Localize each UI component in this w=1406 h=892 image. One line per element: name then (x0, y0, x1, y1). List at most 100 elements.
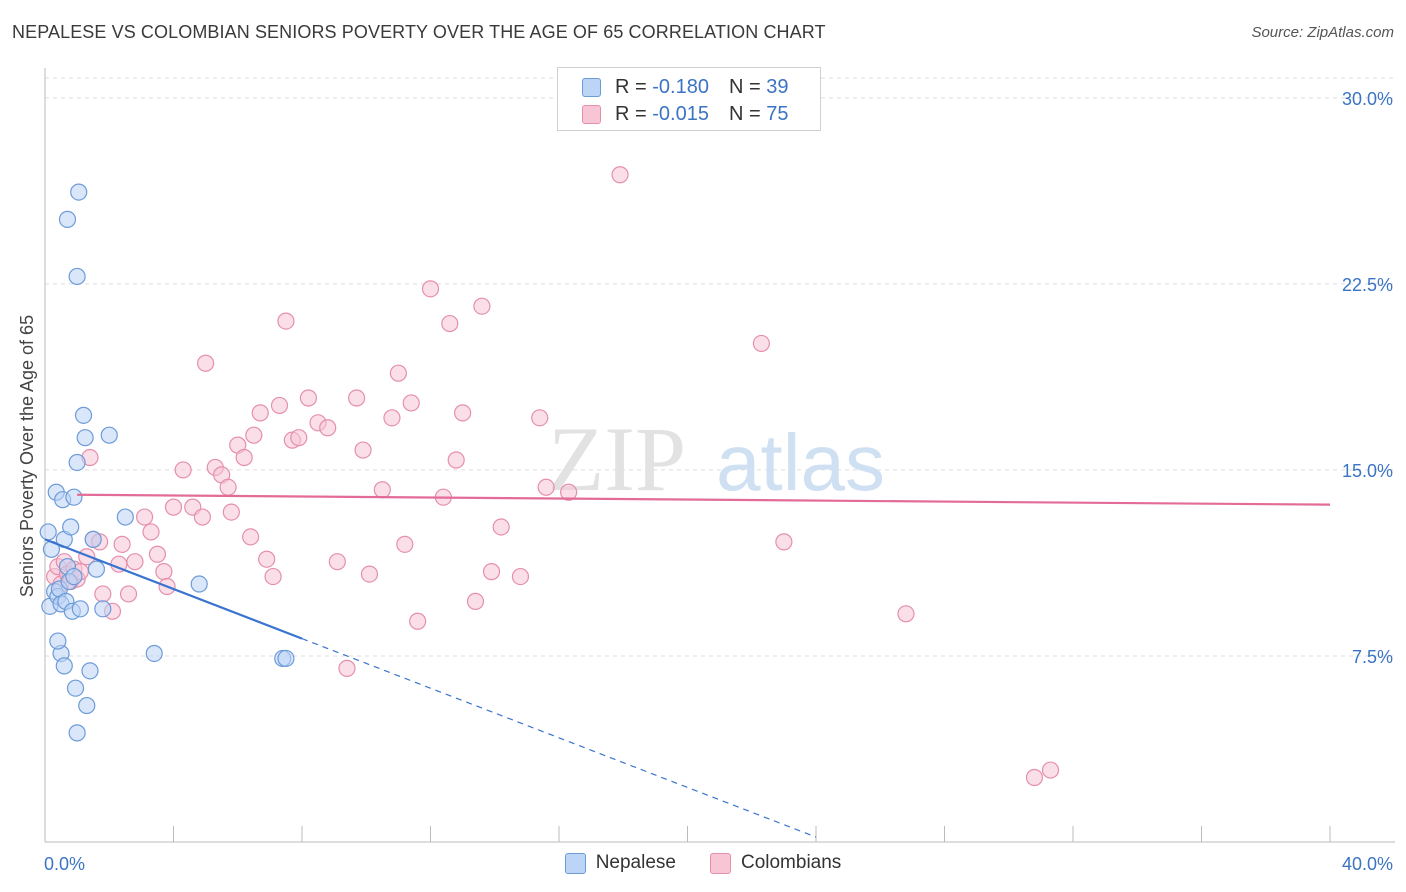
nepalese-point (81, 662, 99, 680)
nepalese-point (87, 560, 106, 578)
bottom-legend: Nepalese Colombians (0, 852, 1406, 874)
nepalese-point (71, 600, 89, 618)
colombians-point (492, 518, 510, 536)
y-tick-label: 15.0% (1342, 461, 1393, 481)
legend-box: R = -0.180 N = 39 R = -0.015 N = 75 (557, 67, 821, 131)
colombians-point (360, 565, 379, 583)
colombians-point (319, 419, 337, 437)
colombians-point (1041, 761, 1060, 779)
colombians-point (193, 508, 212, 526)
bottom-legend-swatch-nepalese (564, 852, 586, 874)
colombians-point (482, 563, 501, 581)
colombians-point (258, 550, 276, 568)
nepalese-trend-extension (301, 638, 817, 838)
colombians-point (277, 312, 295, 330)
nepalese-point (58, 210, 77, 228)
legend-n-value-nepalese: 39 (766, 75, 789, 98)
colombians-point (409, 612, 427, 630)
colombians-point (473, 297, 491, 315)
nepalese-point (145, 644, 163, 663)
watermark-atlas: atlas (716, 418, 885, 507)
nepalese-point (277, 649, 295, 668)
bottom-legend-label-colombians: Colombians (740, 852, 842, 873)
nepalese-point (100, 426, 118, 444)
nepalese-point (49, 632, 67, 650)
colombians-point (251, 404, 269, 422)
colombians-point (466, 592, 485, 610)
y-tick-label: 22.5% (1342, 275, 1393, 295)
colombians-trend-line (77, 493, 1331, 506)
legend-swatch-nepalese (582, 77, 601, 97)
nepalese-trend-line (44, 538, 303, 640)
legend-r-value-colombians: -0.015 (652, 102, 709, 125)
legend-n-value-colombians: 75 (766, 102, 789, 125)
colombians-point (148, 545, 167, 563)
colombians-point (396, 535, 414, 553)
legend-row-nepalese: R = -0.180 N = 39 (582, 74, 788, 100)
colombians-point (174, 461, 192, 479)
legend-n-label: N = (728, 102, 761, 125)
colombians-point (126, 553, 144, 571)
watermark: ZIP atlas (548, 408, 885, 510)
nepalese-point (68, 453, 86, 472)
gridlines (45, 77, 1395, 657)
colombians-point (537, 478, 555, 496)
nepalese-point (70, 183, 88, 201)
colombians-point (560, 483, 578, 501)
colombians-point (299, 389, 318, 407)
colombians-point (402, 394, 420, 412)
colombians-point (113, 535, 131, 553)
bottom-legend-nepalese[interactable]: Nepalese (564, 852, 676, 874)
colombians-point (775, 533, 793, 551)
x-tick-label: 0.0% (44, 854, 85, 874)
colombians-point (270, 396, 289, 415)
nepalese-point (84, 530, 102, 548)
colombians-point (328, 553, 346, 571)
colombians-point (235, 448, 253, 467)
colombians-point (219, 478, 237, 496)
nepalese-point (74, 406, 93, 424)
legend-r-label: R = (615, 102, 647, 125)
colombians-point (454, 404, 472, 422)
colombians-point (78, 548, 96, 566)
chart-title: NEPALESE VS COLOMBIAN SENIORS POVERTY OV… (12, 22, 826, 42)
legend-r-value-nepalese: -0.180 (652, 75, 709, 98)
colombians-point (135, 508, 154, 526)
colombians-point (373, 481, 391, 499)
legend-n-label: N = (728, 75, 761, 98)
nepalese-point (68, 267, 86, 286)
trend-lines (44, 493, 1331, 838)
colombians-point (290, 429, 308, 447)
colombians-point (242, 528, 260, 546)
y-tick-label: 7.5% (1352, 647, 1393, 667)
x-tick-label: 40.0% (1342, 854, 1393, 874)
colombians-point (897, 605, 915, 623)
nepalese-point (65, 488, 83, 506)
legend-r-label: R = (615, 75, 647, 98)
colombians-point (383, 409, 401, 427)
nepalese-point (55, 657, 73, 675)
colombians-point (447, 451, 465, 469)
colombians-point (338, 659, 356, 677)
colombians-point (245, 426, 263, 444)
y-axis-label: Seniors Poverty Over the Age of 65 (17, 315, 37, 597)
colombians-point (611, 166, 629, 184)
bottom-legend-swatch-colombians (709, 852, 731, 874)
colombians-point (354, 441, 372, 459)
nepalese-point (66, 679, 85, 697)
colombians-point (531, 409, 549, 427)
colombians-point (348, 389, 366, 407)
colombians-point (389, 364, 407, 382)
bottom-legend-label-nepalese: Nepalese (595, 852, 676, 873)
tick-labels: 7.5% 15.0% 22.5% 30.0% 0.0% 40.0% (44, 89, 1393, 874)
nepalese-point (190, 575, 208, 593)
bottom-legend-colombians[interactable]: Colombians (709, 852, 842, 874)
nepalese-point (68, 724, 86, 742)
nepalese-point (65, 567, 83, 586)
nepalese-point (116, 508, 134, 526)
colombians-point (119, 585, 138, 603)
nepalese-point (39, 523, 57, 541)
colombians-point (1025, 768, 1044, 787)
colombians-point (222, 503, 240, 521)
